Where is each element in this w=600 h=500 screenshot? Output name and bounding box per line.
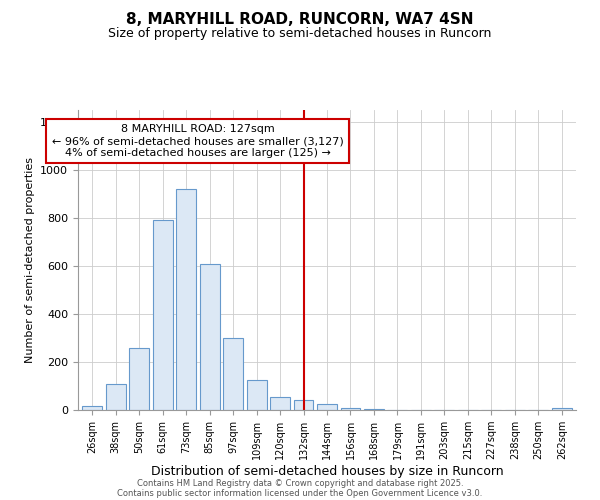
Bar <box>247 380 266 410</box>
Bar <box>317 404 337 410</box>
Bar <box>293 400 313 410</box>
Bar <box>82 406 102 410</box>
Bar <box>223 338 243 410</box>
Text: Contains HM Land Registry data © Crown copyright and database right 2025.: Contains HM Land Registry data © Crown c… <box>137 478 463 488</box>
Bar <box>341 408 361 410</box>
Y-axis label: Number of semi-detached properties: Number of semi-detached properties <box>25 157 35 363</box>
Text: Size of property relative to semi-detached houses in Runcorn: Size of property relative to semi-detach… <box>109 28 491 40</box>
Bar <box>106 384 125 410</box>
Text: 8 MARYHILL ROAD: 127sqm
← 96% of semi-detached houses are smaller (3,127)
4% of : 8 MARYHILL ROAD: 127sqm ← 96% of semi-de… <box>52 124 344 158</box>
X-axis label: Distribution of semi-detached houses by size in Runcorn: Distribution of semi-detached houses by … <box>151 465 503 478</box>
Bar <box>270 397 290 410</box>
Text: Contains public sector information licensed under the Open Government Licence v3: Contains public sector information licen… <box>118 488 482 498</box>
Text: 8, MARYHILL ROAD, RUNCORN, WA7 4SN: 8, MARYHILL ROAD, RUNCORN, WA7 4SN <box>126 12 474 28</box>
Bar <box>129 348 149 410</box>
Bar <box>200 264 220 410</box>
Bar <box>364 409 384 410</box>
Bar <box>152 220 173 410</box>
Bar <box>176 189 196 410</box>
Bar <box>552 408 572 410</box>
